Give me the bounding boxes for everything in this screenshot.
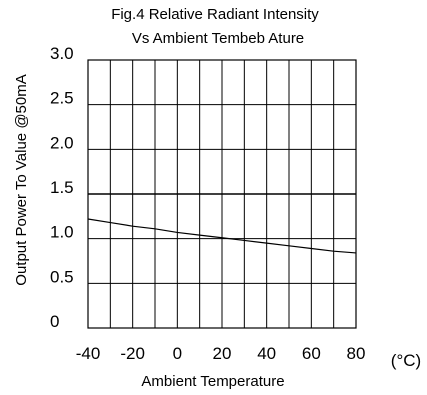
series-layer xyxy=(87,218,357,254)
plot-frame xyxy=(87,59,357,329)
chart-title: Fig.4 Relative Radiant Intensity xyxy=(111,6,319,23)
x-tick-label: 60 xyxy=(302,344,321,363)
x-tick-labels: -40 -20 0 20 40 60 80 xyxy=(76,344,366,363)
y-axis-label: Output Power To Value @50mA xyxy=(13,74,30,285)
y-tick-label: 2.5 xyxy=(50,89,74,108)
y-tick-label: 1.5 xyxy=(50,178,74,197)
grid-layer xyxy=(87,59,357,328)
series-line xyxy=(87,218,357,254)
x-tick-label: -40 xyxy=(76,344,101,363)
y-tick-label: 0.5 xyxy=(50,267,74,286)
y-tick-label: 3.0 xyxy=(50,44,74,63)
x-tick-label: 40 xyxy=(257,344,276,363)
x-axis-unit: (°C) xyxy=(391,351,421,370)
y-tick-label: 2.0 xyxy=(50,133,74,152)
y-tick-label: 0 xyxy=(50,312,59,331)
y-tick-label: 1.0 xyxy=(50,223,74,242)
x-tick-label: -20 xyxy=(120,344,145,363)
x-tick-label: 0 xyxy=(173,344,182,363)
x-tick-label: 80 xyxy=(347,344,366,363)
x-tick-label: 20 xyxy=(213,344,232,363)
y-tick-labels: 0 0.5 1.0 1.5 2.0 2.5 3.0 xyxy=(50,44,74,331)
x-axis-label: Ambient Temperature xyxy=(141,373,284,390)
chart-subtitle: Vs Ambient Tembeb Ature xyxy=(132,30,304,47)
